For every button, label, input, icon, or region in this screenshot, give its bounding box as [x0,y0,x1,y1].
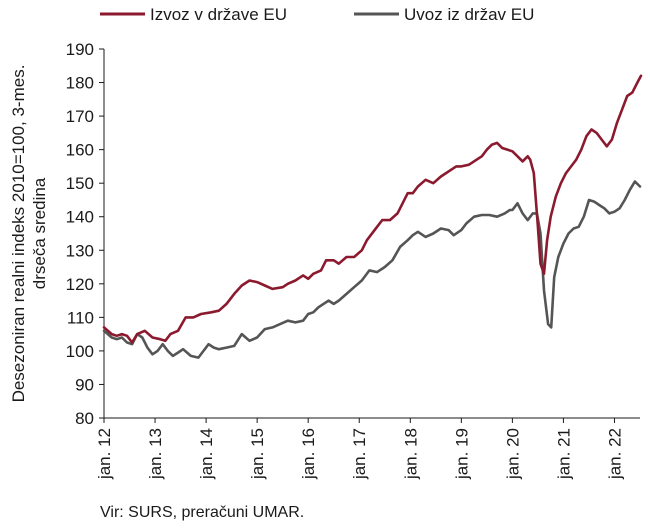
x-axis: jan. 12 jan. 13 jan. 14 jan. 15 jan. 16 jan. … [95,417,640,480]
y-tick-label: 170 [66,107,94,126]
y-tick-label: 110 [67,308,94,327]
y-tick-label: 90 [75,375,94,394]
y-axis-label: Desezoniran realni indeks 2010=100, 3-me… [9,65,49,403]
legend: Izvoz v države EU Uvoz iz držav EU [100,5,534,24]
y-tick-label: 190 [66,40,94,59]
legend-label: Izvoz v države EU [150,5,287,24]
y-axis: 80 90 100 110 120 130 140 150 160 170 180 190 [66,40,105,428]
x-tick-label: jan. 16 [299,428,318,480]
y-tick-label: 100 [66,342,94,361]
y-tick-label: 140 [66,208,94,227]
x-tick-label: jan. 18 [401,428,420,480]
line-chart: Izvoz v države EU Uvoz iz držav EU Desezo… [9,5,643,480]
y-axis-label-line: Desezoniran realni indeks 2010=100, 3-me… [9,65,28,403]
y-tick-label: 180 [66,74,94,93]
x-tick-label: jan. 19 [452,428,471,480]
source-note: Vir: SURS, preračuni UMAR. [100,504,305,521]
plot-area [102,74,643,359]
x-tick-label: jan. 21 [554,428,573,480]
x-tick-label: jan. 22 [605,428,624,480]
x-tick-label: jan. 15 [248,428,267,480]
x-tick-label: jan. 13 [146,428,165,480]
x-tick-label: jan. 14 [197,428,216,480]
legend-label: Uvoz iz držav EU [404,5,534,24]
series-line-export [102,74,643,344]
y-tick-label: 130 [66,241,94,260]
y-tick-label: 160 [66,141,94,160]
series-line-import [102,180,642,359]
y-tick-label: 150 [66,174,94,193]
y-axis-label-line: drseča sredina [30,177,49,289]
y-tick-label: 120 [66,275,94,294]
x-tick-label: jan. 20 [503,428,522,480]
x-tick-label: jan. 17 [350,428,369,480]
y-tick-label: 80 [75,409,94,428]
x-tick-label: jan. 12 [95,428,114,480]
